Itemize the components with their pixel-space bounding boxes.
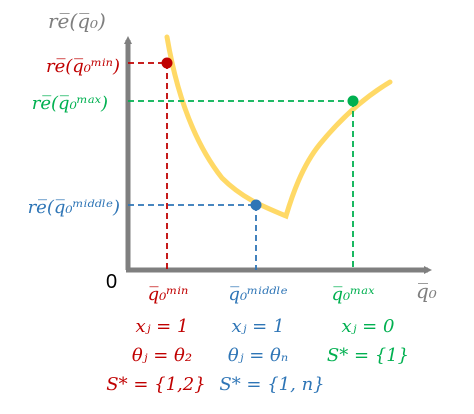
x-label-max: q̅₀ᵐᵃˣ: [332, 284, 376, 305]
min-point: [161, 57, 173, 69]
middle-note-s: S* = {1, n}: [219, 374, 324, 395]
y-label-middle: re̅(q̅₀ᵐⁱᵈᵈˡᵉ): [28, 197, 120, 218]
y-label-max: re̅(q̅₀ᵐᵃˣ): [32, 93, 108, 114]
min-note-x: xⱼ = 1: [136, 316, 189, 337]
min-note-s: S* = {1,2}: [106, 374, 205, 395]
x-label-min: q̅₀ᵐⁱⁿ: [148, 284, 189, 305]
min-note-theta: θⱼ = θ₂: [132, 345, 192, 366]
y-axis-label: re̅(q̅₀): [48, 9, 106, 33]
origin-label: 0: [106, 271, 117, 293]
max-point: [347, 95, 359, 107]
middle-point: [250, 199, 262, 211]
x-label-middle: q̅₀ᵐⁱᵈᵈˡᵉ: [228, 284, 287, 305]
max-note-s: S* = {1}: [327, 345, 409, 366]
middle-note-theta: θⱼ = θₙ: [228, 345, 288, 366]
x-axis-label: q̅₀: [416, 279, 437, 303]
max-note-x: xⱼ = 0: [342, 316, 395, 337]
y-label-min: re̅(q̅₀ᵐⁱⁿ): [46, 56, 120, 77]
middle-note-x: xⱼ = 1: [232, 316, 285, 337]
cost-curve: [164, 34, 393, 220]
